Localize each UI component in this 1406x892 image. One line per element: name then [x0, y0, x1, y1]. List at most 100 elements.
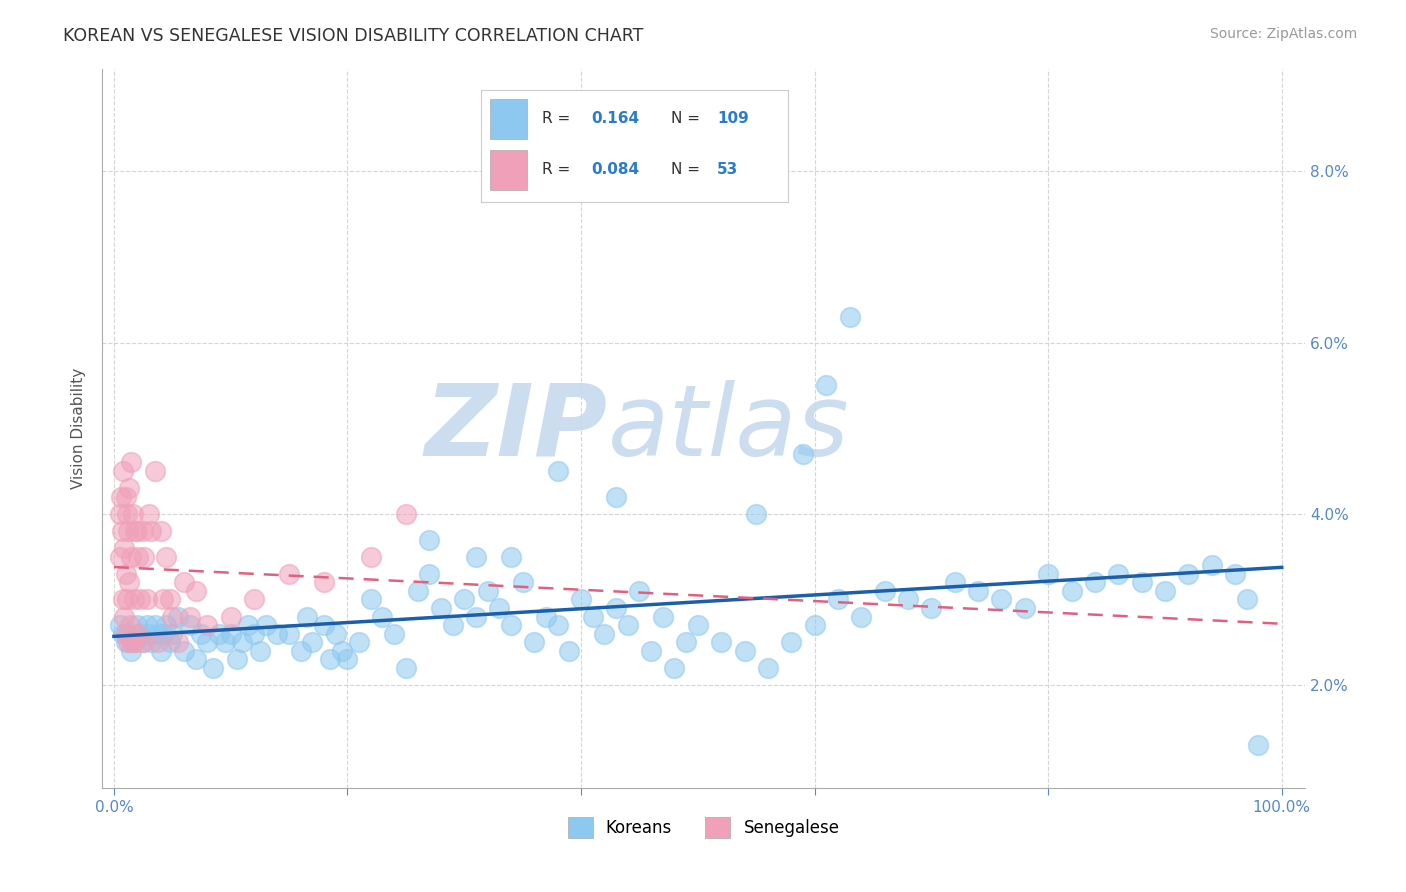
Point	[815, 378, 838, 392]
Point	[851, 609, 873, 624]
Point	[184, 583, 207, 598]
Point	[141, 635, 163, 649]
Point	[710, 635, 733, 649]
Point	[167, 635, 190, 649]
Point	[295, 609, 318, 624]
Point	[382, 626, 405, 640]
Point	[330, 644, 353, 658]
Point	[143, 618, 166, 632]
Point	[534, 609, 557, 624]
Point	[149, 524, 172, 538]
Y-axis label: Vision Disability: Vision Disability	[72, 368, 86, 489]
Point	[120, 635, 142, 649]
Point	[195, 618, 218, 632]
Point	[1223, 566, 1246, 581]
Point	[418, 566, 440, 581]
Point	[464, 549, 486, 564]
Point	[605, 601, 627, 615]
Point	[605, 490, 627, 504]
Point	[118, 481, 141, 495]
Point	[1154, 583, 1177, 598]
Point	[838, 310, 860, 324]
Point	[149, 644, 172, 658]
Point	[115, 507, 138, 521]
Point	[114, 626, 136, 640]
Point	[314, 618, 336, 632]
Point	[325, 626, 347, 640]
Point	[477, 583, 499, 598]
Point	[141, 524, 163, 538]
Point	[202, 661, 225, 675]
Point	[499, 549, 522, 564]
Point	[347, 635, 370, 649]
Point	[238, 618, 260, 632]
Point	[115, 592, 138, 607]
Point	[152, 626, 174, 640]
Point	[593, 626, 616, 640]
Point	[319, 652, 342, 666]
Point	[943, 575, 966, 590]
Point	[108, 618, 131, 632]
Point	[360, 592, 382, 607]
Point	[117, 635, 139, 649]
Point	[569, 592, 592, 607]
Point	[121, 507, 143, 521]
Point	[118, 575, 141, 590]
Point	[745, 507, 768, 521]
Point	[148, 626, 170, 640]
Point	[179, 618, 201, 632]
Text: KOREAN VS SENEGALESE VISION DISABILITY CORRELATION CHART: KOREAN VS SENEGALESE VISION DISABILITY C…	[63, 27, 644, 45]
Point	[395, 507, 418, 521]
Point	[159, 592, 181, 607]
Point	[128, 592, 150, 607]
Legend: Koreans, Senegalese: Koreans, Senegalese	[561, 811, 846, 844]
Point	[243, 592, 266, 607]
Point	[780, 635, 803, 649]
Point	[430, 601, 453, 615]
Point	[135, 618, 157, 632]
Text: ZIP: ZIP	[425, 380, 607, 476]
Point	[254, 618, 277, 632]
Point	[1177, 566, 1199, 581]
Point	[371, 609, 394, 624]
Point	[138, 507, 160, 521]
Point	[117, 524, 139, 538]
Point	[162, 626, 184, 640]
Point	[124, 524, 146, 538]
Point	[120, 549, 142, 564]
Point	[512, 575, 534, 590]
Point	[314, 575, 336, 590]
Point	[135, 592, 157, 607]
Point	[114, 566, 136, 581]
Point	[127, 549, 149, 564]
Point	[488, 601, 510, 615]
Point	[114, 635, 136, 649]
Point	[523, 635, 546, 649]
Point	[664, 661, 686, 675]
Point	[441, 618, 464, 632]
Point	[290, 644, 312, 658]
Point	[143, 464, 166, 478]
Point	[406, 583, 429, 598]
Point	[112, 464, 135, 478]
Point	[159, 635, 181, 649]
Point	[138, 626, 160, 640]
Point	[792, 447, 814, 461]
Point	[243, 626, 266, 640]
Point	[686, 618, 709, 632]
Point	[453, 592, 475, 607]
Point	[127, 618, 149, 632]
Point	[558, 644, 581, 658]
Point	[112, 626, 135, 640]
Point	[155, 618, 177, 632]
Point	[1247, 738, 1270, 752]
Point	[132, 524, 155, 538]
Point	[1036, 566, 1059, 581]
Point	[108, 549, 131, 564]
Point	[1014, 601, 1036, 615]
Point	[464, 609, 486, 624]
Point	[120, 455, 142, 469]
Point	[110, 490, 132, 504]
Point	[301, 635, 323, 649]
Point	[112, 541, 135, 555]
